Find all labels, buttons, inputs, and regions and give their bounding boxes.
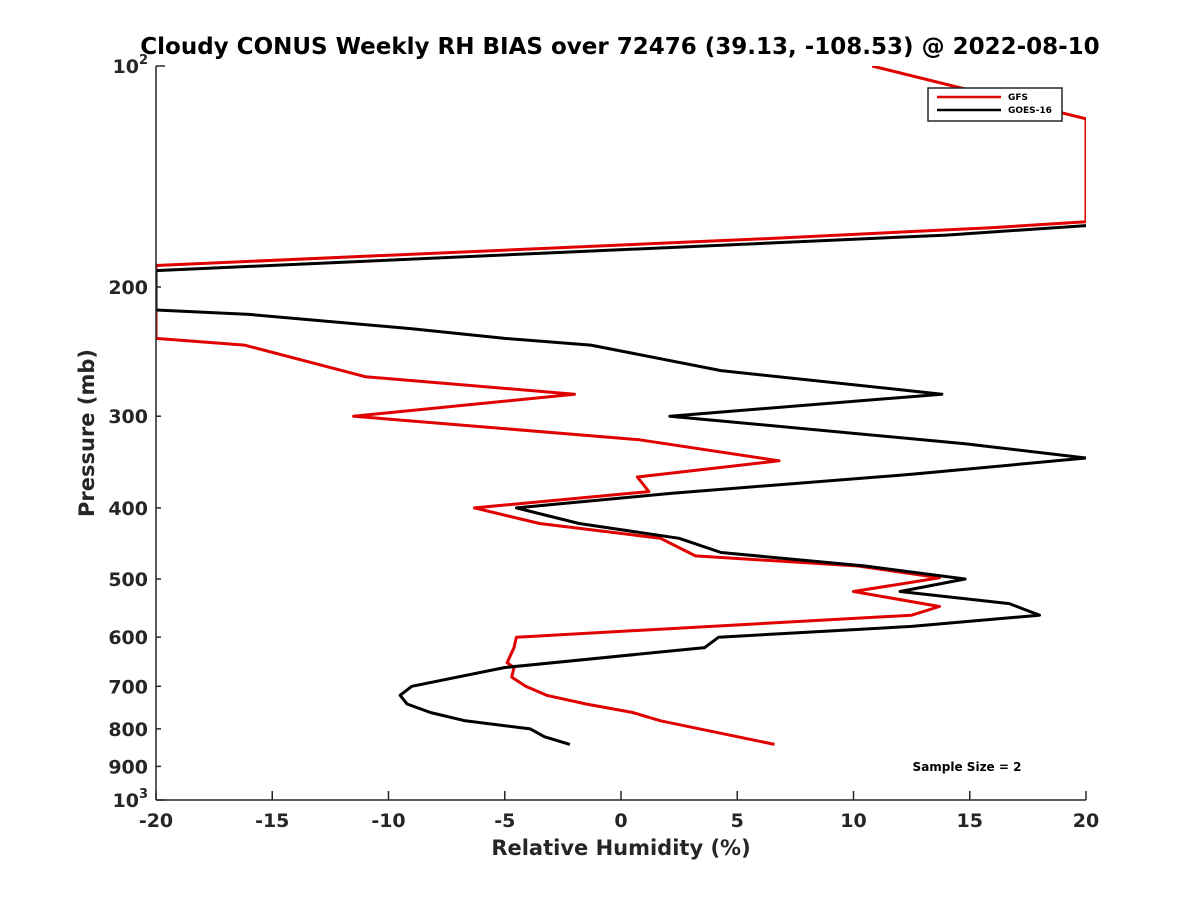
plot-lines [156, 66, 1086, 746]
x-axis-label: Relative Humidity (%) [491, 836, 750, 860]
y-tick-label: 200 [108, 277, 148, 299]
legend: GFS GOES-16 [927, 87, 1063, 122]
legend-label-goes-16: GOES-16 [1008, 106, 1052, 116]
chart-title: Cloudy CONUS Weekly RH BIAS over 72476 (… [140, 34, 1099, 60]
x-tick-label: -15 [255, 810, 289, 832]
y-tick-label: 102 [113, 53, 149, 78]
x-tick-label: 10 [840, 810, 866, 832]
y-tick-label: 500 [108, 569, 148, 591]
y-tick-label: 900 [108, 756, 148, 778]
x-tick-label: -10 [371, 810, 405, 832]
y-tick-label: 600 [108, 627, 148, 649]
y-tick-label: 400 [108, 498, 148, 520]
legend-box [927, 87, 1063, 122]
axes: -20 -15 -10 -5 0 5 10 15 20 102 200 300 400 500 600 700… [108, 53, 1099, 832]
sample-size-annotation: Sample Size = 2 [913, 760, 1022, 774]
series-line-gfs [156, 66, 1086, 746]
series-line-goes-16 [156, 224, 1086, 746]
x-tick-label: 0 [614, 810, 627, 832]
x-tick-label: -5 [494, 810, 515, 832]
y-tick-label: 700 [108, 676, 148, 698]
x-tick-label: 20 [1073, 810, 1099, 832]
y-tick-label: 103 [113, 787, 149, 812]
y-axis-label: Pressure (mb) [75, 349, 99, 517]
x-tick-label: 15 [957, 810, 983, 832]
x-tick-label: 5 [731, 810, 744, 832]
x-tick-label: -20 [139, 810, 173, 832]
y-tick-label: 300 [108, 406, 148, 428]
y-tick-label: 800 [108, 719, 148, 741]
legend-label-gfs: GFS [1008, 93, 1028, 103]
